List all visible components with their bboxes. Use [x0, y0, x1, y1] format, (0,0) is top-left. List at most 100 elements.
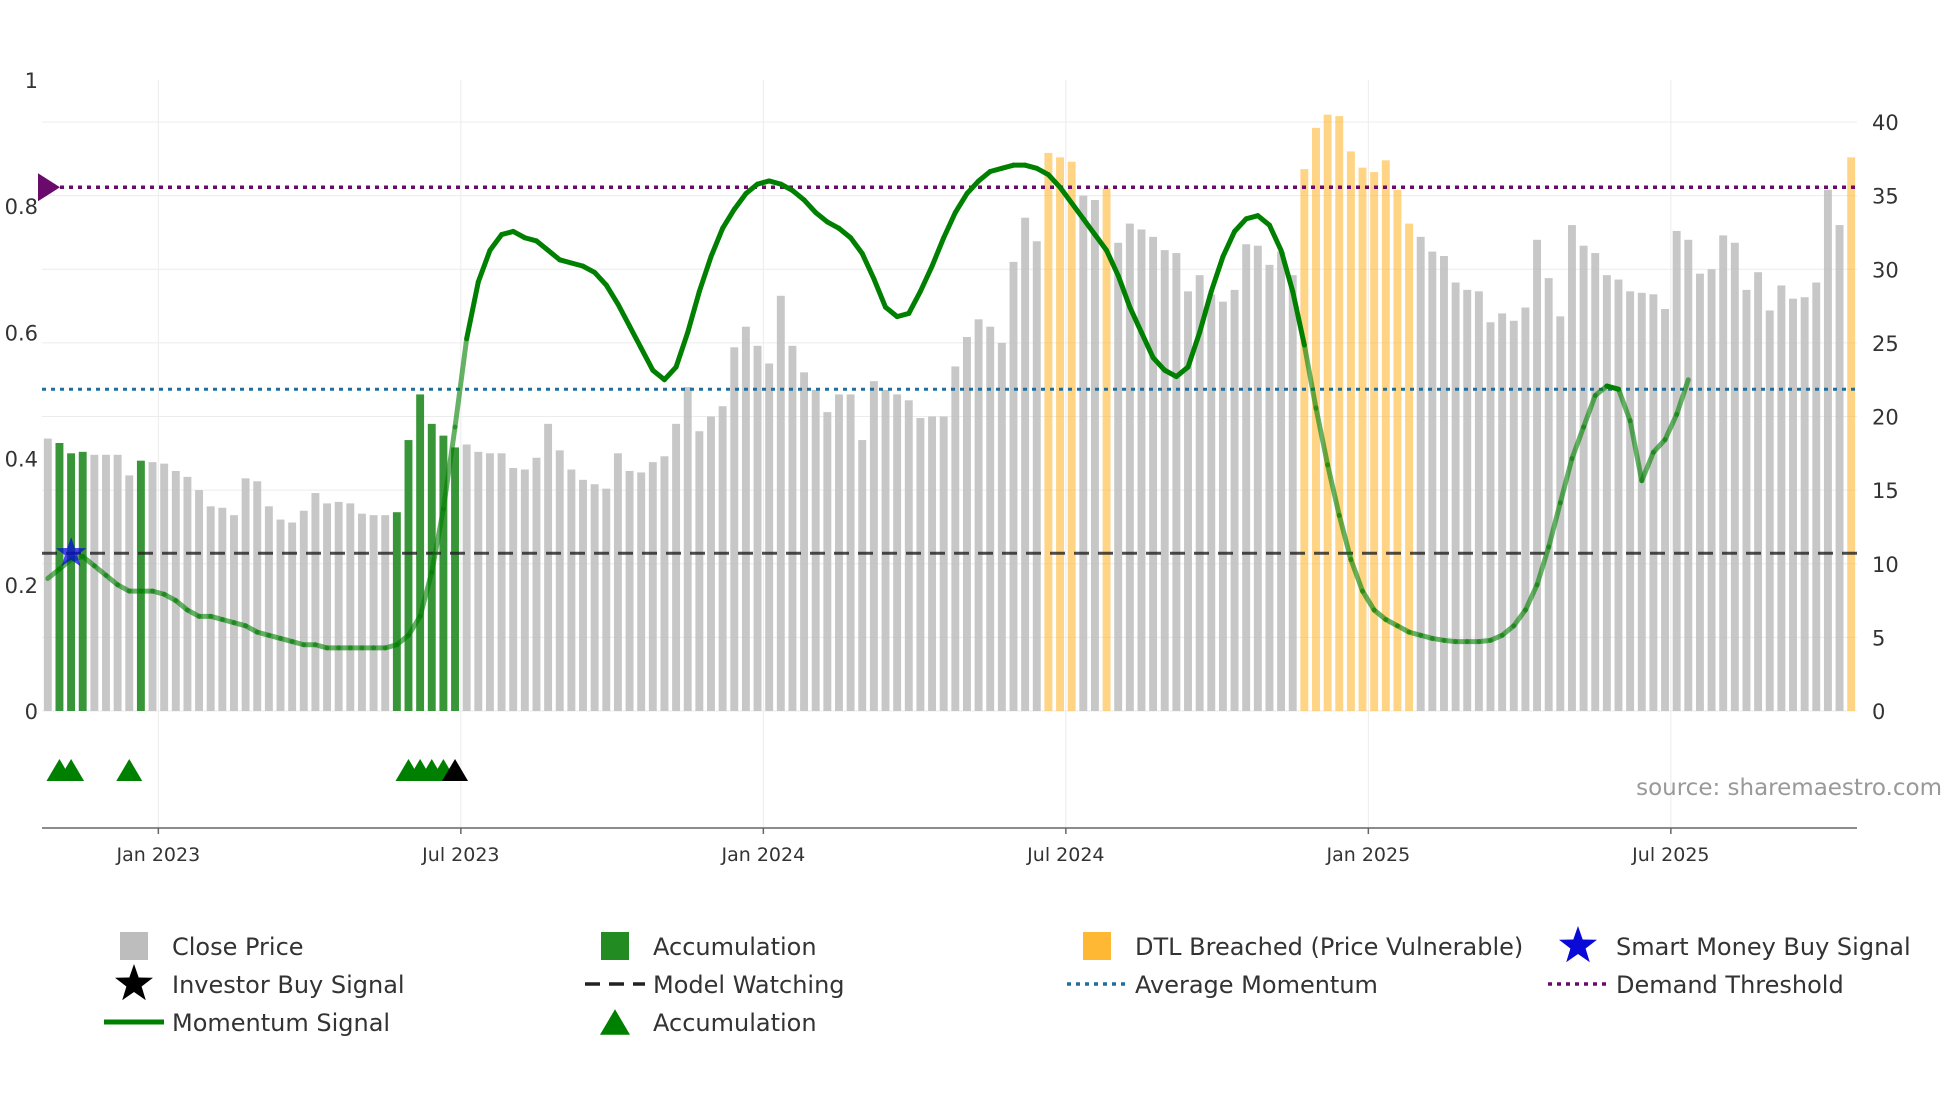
- legend-item: Close Price: [120, 932, 304, 961]
- accumulation-markers: [46, 758, 469, 782]
- close-price-bar: [1754, 272, 1763, 711]
- close-price-bar: [334, 501, 343, 711]
- close-price-bar: [1672, 230, 1681, 711]
- momentum-segment: [1662, 411, 1680, 443]
- close-price-bar: [590, 484, 599, 711]
- momentum-segment: [1197, 288, 1214, 335]
- right-axis-tick-label: 10: [1872, 553, 1899, 577]
- close-price-bar: [1149, 236, 1158, 712]
- right-axis-tick-label: 15: [1872, 479, 1899, 503]
- right-axis-tick-label: 0: [1872, 700, 1885, 724]
- legend-label: Smart Money Buy Signal: [1616, 933, 1911, 961]
- legend-item: Accumulation: [600, 1009, 817, 1037]
- close-price-bar: [1079, 195, 1088, 711]
- momentum-segment: [1232, 216, 1249, 234]
- accumulation-bar: [451, 447, 459, 711]
- close-price-bar: [1440, 255, 1448, 711]
- dtl-breached-bar: [1381, 160, 1390, 711]
- close-price-bar: [951, 366, 960, 711]
- close-price-bar: [695, 431, 704, 711]
- dtl-breached-bar: [1393, 189, 1402, 712]
- momentum-segment: [1092, 232, 1110, 253]
- close-price-bar: [707, 416, 715, 711]
- dtl-breached-bar: [1346, 151, 1355, 711]
- close-price-bar: [1207, 294, 1216, 711]
- momentum-segment: [1045, 172, 1063, 190]
- momentum-segment: [1650, 437, 1668, 455]
- close-price-bar: [1498, 313, 1507, 711]
- momentum-segment: [1208, 254, 1226, 294]
- momentum-segment: [592, 269, 609, 288]
- momentum-segment: [1057, 184, 1075, 206]
- dtl-breached-bar: [1335, 116, 1344, 712]
- close-price-bar: [1463, 289, 1472, 711]
- legend-label: Demand Threshold: [1616, 971, 1844, 999]
- legend-item: Model Watching: [585, 971, 845, 999]
- close-price-bar: [1090, 200, 1099, 712]
- left-axis-tick-label: 0.4: [5, 448, 38, 472]
- dtl-breached-bar: [1405, 223, 1414, 712]
- accumulation-bar: [67, 453, 76, 711]
- momentum-segment: [1104, 247, 1121, 279]
- close-price-bar: [43, 438, 52, 711]
- close-price-bar: [846, 394, 855, 711]
- close-price-bar: [299, 510, 308, 711]
- momentum-segment: [1534, 544, 1552, 588]
- close-price-bar: [1474, 291, 1483, 711]
- x-axis-tick-label: Jan 2024: [721, 844, 806, 866]
- momentum-segment: [1557, 456, 1575, 506]
- close-price-bar: [1230, 289, 1239, 711]
- legend-star-icon: [115, 964, 153, 1001]
- close-price-bar: [381, 515, 390, 711]
- close-price-bar: [1009, 261, 1018, 711]
- close-price-bar: [544, 423, 553, 711]
- momentum-segment: [405, 613, 423, 638]
- right-axis-tick-label: 20: [1872, 406, 1899, 430]
- momentum-segment: [848, 235, 865, 257]
- legend-item: Momentum Signal: [104, 1009, 390, 1037]
- close-price-bar: [1661, 309, 1669, 711]
- momentum-segment: [1069, 200, 1086, 222]
- close-price-bar: [741, 326, 750, 711]
- momentum-segment: [1546, 500, 1563, 550]
- close-price-bar: [1579, 245, 1588, 711]
- close-price-bar: [753, 345, 762, 711]
- accumulation-bar: [392, 512, 401, 711]
- legend-item: Average Momentum: [1067, 971, 1378, 999]
- close-price-bar: [1021, 217, 1030, 711]
- close-price-bar: [567, 469, 576, 711]
- accumulation-marker: [116, 758, 143, 782]
- momentum-segment: [720, 206, 737, 231]
- momentum-segment: [1581, 393, 1598, 430]
- close-price-bar: [660, 456, 669, 711]
- accumulation-bar: [55, 443, 64, 711]
- right-axis-tick-label: 5: [1872, 626, 1885, 650]
- momentum-segment: [917, 263, 935, 294]
- close-price-bar: [1277, 251, 1286, 711]
- momentum-segment: [1220, 228, 1238, 260]
- close-price-bar: [1730, 242, 1739, 711]
- dtl-breached-bar: [1323, 114, 1332, 711]
- reference-lines: [38, 173, 1857, 555]
- legend-swatch: [120, 932, 148, 960]
- close-price-bar: [1253, 245, 1262, 711]
- close-price-bar: [532, 457, 541, 711]
- close-price-bar: [1218, 301, 1227, 711]
- close-price-bar: [637, 472, 646, 711]
- close-price-bar: [1602, 275, 1611, 711]
- momentum-segment: [1313, 405, 1331, 468]
- legend-swatch: [1083, 932, 1111, 960]
- close-price-bar: [1544, 278, 1553, 711]
- momentum-segment: [859, 251, 877, 282]
- accumulation-bar: [136, 460, 145, 711]
- momentum-segment: [1115, 273, 1133, 310]
- close-price-bar: [311, 493, 320, 711]
- close-price-bar: [1777, 285, 1786, 711]
- accumulation-bar: [416, 394, 425, 711]
- close-price-bar: [1812, 282, 1821, 711]
- right-axis-tick-label: 25: [1872, 332, 1899, 356]
- source-label: source: sharemaestro.com: [1636, 775, 1942, 801]
- accumulation-bar: [78, 451, 87, 711]
